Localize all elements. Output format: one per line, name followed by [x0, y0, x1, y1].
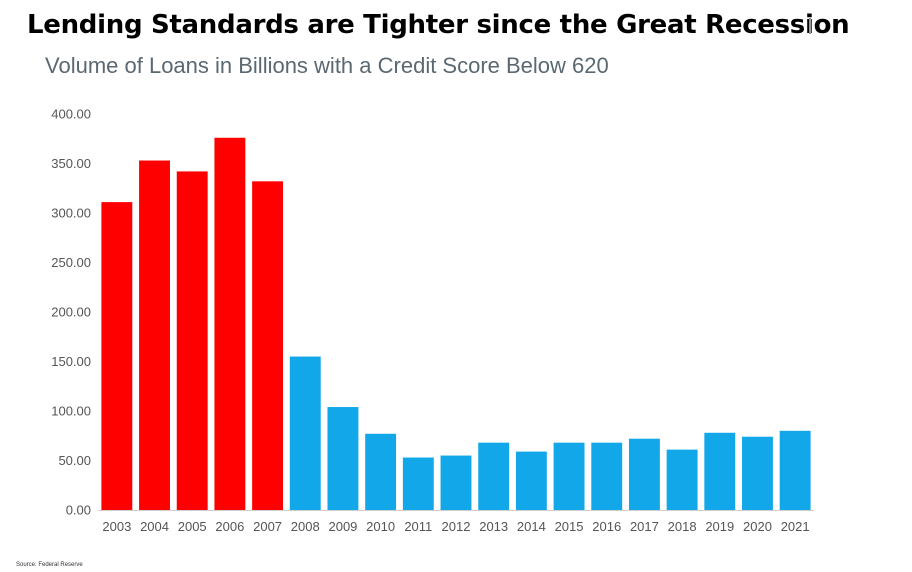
- bar-2008: [289, 356, 321, 510]
- x-tick-label: 2009: [328, 519, 357, 534]
- bar-2020: [742, 436, 773, 510]
- y-tick-label: 0.00: [66, 503, 91, 518]
- x-tick-label: 2015: [555, 519, 584, 534]
- title-divider-mark: [809, 18, 811, 34]
- bars: [101, 137, 811, 511]
- bar-2012: [440, 455, 472, 510]
- x-tick-label: 2016: [592, 519, 621, 534]
- bar-2011: [402, 457, 434, 510]
- x-tick-label: 2020: [743, 519, 772, 534]
- x-tick-label: 2006: [215, 519, 244, 534]
- x-tick-label: 2003: [102, 519, 131, 534]
- x-tick-label: 2018: [668, 519, 697, 534]
- y-tick-label: 150.00: [51, 354, 91, 369]
- bar-2009: [327, 407, 359, 510]
- bar-2016: [591, 442, 623, 510]
- bar-2017: [628, 438, 660, 510]
- x-axis-tick-labels: 2003 2004 2005 2006 2007 2008 2009 2010 2011 2012…: [102, 519, 809, 534]
- bar-2006: [214, 137, 246, 510]
- source-note: Source: Federal Reserve: [16, 562, 83, 568]
- y-tick-label: 200.00: [51, 305, 91, 320]
- y-tick-label: 250.00: [51, 255, 91, 270]
- bar-2015: [553, 442, 585, 510]
- y-tick-label: 100.00: [51, 404, 91, 419]
- x-tick-label: 2005: [178, 519, 207, 534]
- chart-subtitle: Volume of Loans in Billions with a Credi…: [45, 53, 609, 78]
- chart-title: Lending Standards are Tighter since the …: [27, 10, 850, 40]
- x-tick-label: 2008: [291, 519, 320, 534]
- bar-2004: [139, 160, 170, 510]
- x-tick-label: 2010: [366, 519, 395, 534]
- bar-2005: [176, 171, 208, 511]
- y-tick-label: 400.00: [51, 107, 91, 122]
- bar-2007: [252, 181, 284, 510]
- bar-2014: [515, 451, 547, 510]
- bar-2010: [365, 433, 397, 510]
- y-axis-tick-labels: 0.00 50.00 100.00 150.00 200.00 250.00 300.00 3…: [51, 107, 91, 518]
- x-tick-label: 2012: [442, 519, 471, 534]
- bar-2003: [101, 202, 133, 511]
- x-tick-label: 2014: [517, 519, 546, 534]
- x-tick-label: 2019: [705, 519, 734, 534]
- y-tick-label: 300.00: [51, 206, 91, 221]
- bar-2019: [704, 432, 736, 510]
- bar-2013: [478, 442, 510, 510]
- x-tick-label: 2011: [404, 519, 432, 534]
- y-tick-label: 350.00: [51, 156, 91, 171]
- x-tick-label: 2004: [140, 519, 169, 534]
- x-tick-label: 2007: [253, 519, 282, 534]
- x-tick-label: 2021: [781, 519, 810, 534]
- bar-2018: [666, 449, 698, 510]
- y-tick-label: 50.00: [58, 453, 91, 468]
- x-tick-label: 2013: [479, 519, 508, 534]
- bar-2021: [779, 430, 811, 510]
- x-tick-label: 2017: [630, 519, 659, 534]
